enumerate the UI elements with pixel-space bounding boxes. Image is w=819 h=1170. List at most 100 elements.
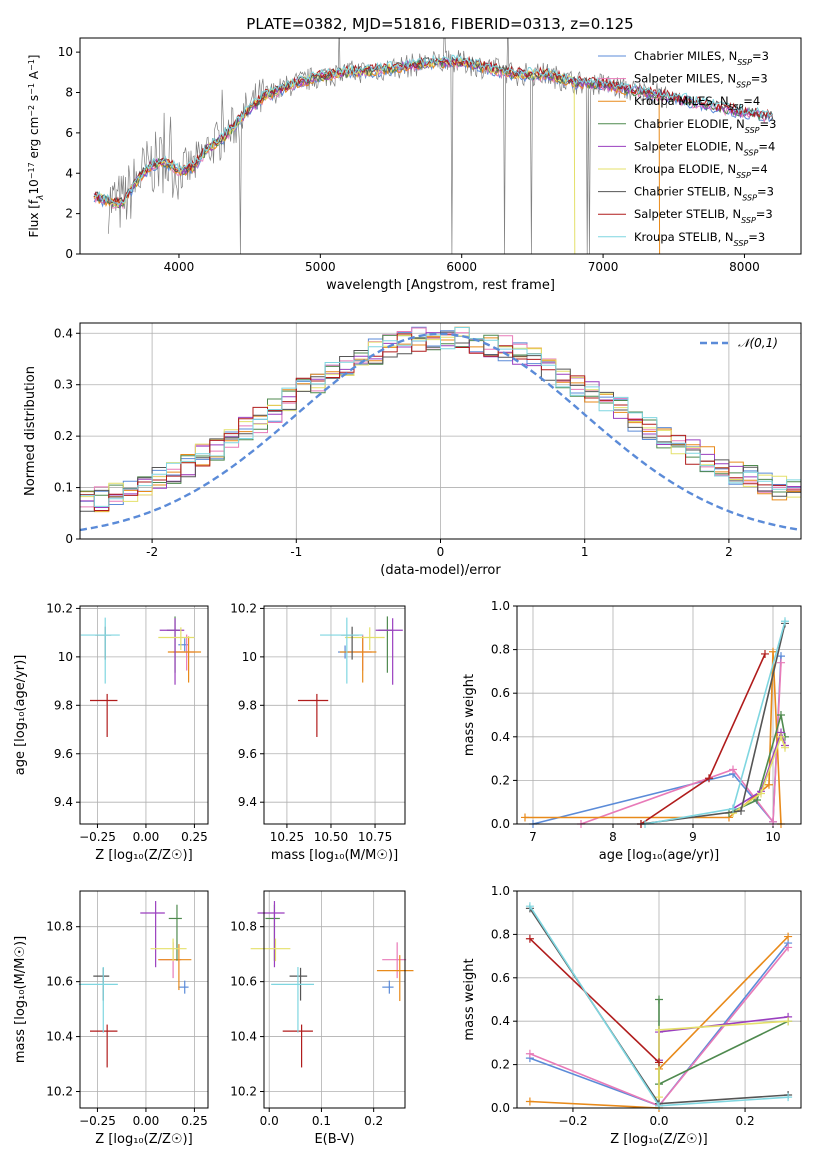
weight-marker — [705, 774, 713, 783]
weight-marker — [784, 1017, 793, 1026]
tick-label-x: 10.75 — [358, 830, 392, 844]
weight-marker — [784, 932, 793, 941]
tick-label-y: 8 — [65, 86, 73, 100]
legend-entry-value: =4 — [743, 94, 760, 108]
tick-label-x: −0.25 — [79, 830, 116, 844]
weight-marker — [784, 943, 793, 952]
plot-frame — [516, 605, 802, 825]
tick-label-y: 10.2 — [230, 601, 257, 615]
model-line-kroupa-stelib — [93, 54, 774, 205]
data-spectrum-line — [107, 38, 668, 254]
tick-label-y: 9.8 — [238, 698, 257, 712]
weight-marker — [753, 796, 761, 805]
tick-label-y: 10 — [242, 650, 257, 664]
weight-marker — [525, 902, 534, 911]
legend-entry: 𝒩(0,1) — [738, 336, 778, 350]
tick-label-y: 9.8 — [54, 698, 73, 712]
tick-label-y: 0.2 — [491, 773, 510, 787]
tick-label-y: 2 — [65, 207, 73, 221]
tick-label-x: 0.0 — [260, 1114, 279, 1128]
legend-entry-value: =3 — [757, 185, 774, 199]
tick-label-y: 0.6 — [491, 971, 510, 985]
tick-label-x: 0.0 — [649, 1114, 668, 1128]
tick-label-y: 10.4 — [230, 1030, 257, 1044]
x-axis-label: mass [log₁₀(M/M☉)] — [271, 848, 398, 863]
tick-label-y: 0.4 — [54, 326, 73, 340]
weight-marker — [655, 1025, 663, 1034]
legend-entry-label: Kroupa STELIB, N — [634, 230, 734, 244]
weight-marker — [781, 743, 789, 752]
weight-marker — [525, 1049, 534, 1058]
legend-entry-sub: SSP — [742, 193, 757, 202]
tick-label-x: 8000 — [729, 260, 760, 274]
y-axis-label-part: −2 — [27, 105, 36, 117]
tick-label-y: 0.0 — [491, 817, 510, 831]
tick-label-x: 0 — [437, 545, 445, 559]
legend-entry: Chabrier MILES, NSSP=3 — [634, 49, 769, 67]
weight-marker — [655, 995, 663, 1004]
legend-entry: Salpeter ELODIE, NSSP=4 — [634, 139, 775, 157]
x-axis-label: (data-model)/error — [380, 563, 501, 578]
plot-frame — [79, 37, 802, 255]
tick-label-y: 0 — [65, 247, 73, 261]
y-axis-label: Normed distribution — [23, 366, 38, 496]
legend-entry: Kroupa ELODIE, NSSP=4 — [634, 162, 768, 180]
legend-entry-sub: SSP — [736, 171, 751, 180]
y-axis-label-part: erg cm — [27, 117, 41, 163]
weight-marker — [781, 617, 789, 626]
legend-entry: Salpeter MILES, NSSP=3 — [634, 72, 768, 90]
weight-line — [529, 938, 660, 1063]
tick-label-x: -2 — [146, 545, 158, 559]
y-axis-label-part: ] — [27, 55, 41, 60]
plot-frame — [79, 890, 209, 1109]
tick-label-x: 5000 — [305, 260, 336, 274]
weight-marker — [777, 711, 785, 719]
tick-label-y: 0.8 — [491, 927, 510, 941]
legend-entry-label: Salpeter ELODIE, N — [634, 139, 744, 153]
legend-entry: Chabrier ELODIE, NSSP=3 — [634, 117, 776, 135]
tick-label-y: 9.4 — [54, 795, 73, 809]
weight-line — [658, 999, 789, 1086]
weight-line — [732, 734, 786, 814]
tick-label-y: 10.8 — [46, 920, 73, 934]
spectrum-title: PLATE=0382, MJD=51816, FIBERID=0313, z=0… — [246, 15, 633, 33]
plot-frame — [263, 605, 406, 825]
tick-label-x: 1 — [581, 545, 589, 559]
legend-entry-value: =4 — [758, 139, 775, 153]
legend-entry-sub: SSP — [741, 216, 756, 225]
tick-label-x: 4000 — [164, 260, 195, 274]
weight-marker — [777, 732, 785, 741]
weight-marker — [769, 647, 777, 656]
tick-label-x: 10.25 — [270, 830, 304, 844]
tick-label-y: 10.2 — [46, 1085, 73, 1099]
y-axis-label-part: A — [27, 70, 41, 83]
tick-label-x: 0.1 — [312, 1114, 331, 1128]
tick-label-y: 0.0 — [491, 1101, 510, 1115]
tick-label-y: 9.4 — [238, 795, 257, 809]
weight-marker — [655, 1058, 663, 1067]
tick-label-x: 0.2 — [364, 1114, 383, 1128]
legend-entry-sub: SSP — [745, 125, 760, 134]
tick-label-y: 0 — [65, 532, 73, 546]
tick-label-x: 0.00 — [133, 1114, 160, 1128]
tick-label-y: 0.3 — [54, 378, 73, 392]
legend-entry-label: Chabrier ELODIE, N — [634, 117, 745, 131]
tick-label-x: -1 — [290, 545, 302, 559]
x-axis-label: wavelength [Angstrom, rest frame] — [326, 278, 555, 293]
tick-label-x: 0.2 — [736, 1114, 755, 1128]
tick-label-y: 10.4 — [46, 1030, 73, 1044]
y-axis-label: mass [log₁₀(M/M☉)] — [13, 936, 28, 1063]
weight-marker — [521, 813, 529, 822]
legend-entry: Salpeter STELIB, NSSP=3 — [634, 207, 773, 225]
tick-label-y: 0.2 — [491, 1058, 510, 1072]
model-line-salpeter-stelib — [93, 55, 773, 207]
weight-marker — [777, 658, 785, 667]
tick-label-x: 0.25 — [181, 830, 208, 844]
y-axis-label: mass weight — [462, 674, 477, 756]
tick-label-x: −0.25 — [79, 1114, 116, 1128]
y-axis-label-part: 10 — [27, 179, 41, 194]
tick-label-x: 8 — [609, 830, 617, 844]
legend-entry: Kroupa MILES, NSSP=4 — [634, 94, 760, 112]
x-axis-label: age [log₁₀(age/yr)] — [599, 848, 720, 863]
